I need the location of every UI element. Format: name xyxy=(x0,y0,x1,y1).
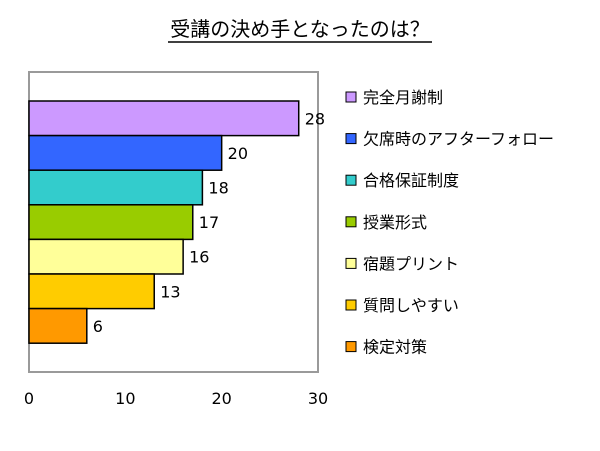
legend-swatch-0 xyxy=(345,91,357,103)
legend-swatch-3 xyxy=(345,216,357,228)
x-tick-label-3: 30 xyxy=(308,389,328,408)
bar-4 xyxy=(28,238,184,275)
legend-label-0: 完全月謝制 xyxy=(363,88,443,107)
chart-title: 受講の決め手となったのは？ xyxy=(170,17,429,41)
x-tick-label-1: 10 xyxy=(115,389,135,408)
bar-5 xyxy=(28,273,155,310)
data-label-2: 18 xyxy=(208,179,228,198)
data-label-6: 6 xyxy=(93,317,103,336)
legend-label-4: 宿題プリント xyxy=(363,254,459,273)
legend-swatch-4 xyxy=(345,257,357,269)
x-tick-label-2: 20 xyxy=(211,389,231,408)
legend-label-2: 合格保証制度 xyxy=(363,171,459,190)
data-label-5: 13 xyxy=(160,282,180,301)
legend: 完全月謝制欠席時のアフターフォロー合格保証制度授業形式宿題プリント質問しやすい検… xyxy=(345,88,554,357)
x-axis-ticks: 0 10 20 30 xyxy=(24,389,328,408)
bar-0 xyxy=(28,100,300,137)
bar-1 xyxy=(28,134,223,171)
legend-swatch-2 xyxy=(345,174,357,186)
legend-label-5: 質問しやすい xyxy=(363,296,459,315)
data-label-4: 16 xyxy=(189,248,209,267)
bar-3 xyxy=(28,204,194,241)
legend-swatch-5 xyxy=(345,299,357,311)
data-label-1: 20 xyxy=(228,144,248,163)
legend-swatch-6 xyxy=(345,341,357,353)
legend-label-1: 欠席時のアフターフォロー xyxy=(363,130,554,149)
bars xyxy=(28,100,300,344)
x-tick-label-0: 0 xyxy=(24,389,34,408)
legend-swatch-1 xyxy=(345,133,357,145)
bar-2 xyxy=(28,169,204,206)
legend-label-6: 検定対策 xyxy=(363,338,427,357)
data-label-3: 17 xyxy=(199,213,219,232)
data-label-0: 28 xyxy=(305,109,325,128)
bar-6 xyxy=(28,307,88,344)
legend-label-3: 授業形式 xyxy=(363,213,427,232)
